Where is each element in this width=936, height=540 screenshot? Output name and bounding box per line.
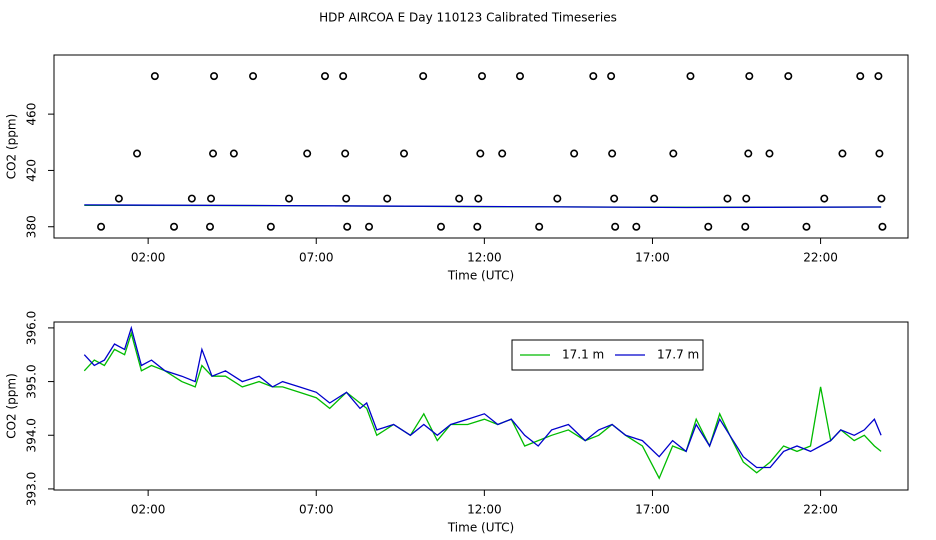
scatter-point	[249, 72, 258, 81]
scatter-point	[187, 194, 196, 203]
scatter-point	[723, 194, 732, 203]
scatter-point	[607, 72, 616, 81]
x-tick-label: 12:00	[467, 251, 502, 265]
scatter-point	[303, 149, 312, 158]
scatter-point	[400, 149, 409, 158]
scatter-point	[339, 72, 348, 81]
y-tick-label: 380	[25, 215, 39, 238]
plot-frame	[53, 321, 909, 491]
scatter-point	[611, 222, 620, 231]
scatter-point	[206, 222, 215, 231]
scatter-point	[632, 222, 641, 231]
legend-box	[511, 339, 704, 371]
x-tick-label: 22:00	[803, 251, 838, 265]
scatter-point	[498, 149, 507, 158]
x-tick-label: 07:00	[299, 503, 334, 517]
scatter-point	[229, 149, 238, 158]
scatter-point	[97, 222, 106, 231]
x-tick-label: 02:00	[131, 503, 166, 517]
scatter-point	[455, 194, 464, 203]
scatter-point	[474, 194, 483, 203]
scatter-point	[877, 194, 886, 203]
scatter-point	[589, 72, 598, 81]
y-tick-label: 395.0	[25, 364, 39, 398]
scatter-point	[874, 72, 883, 81]
y-tick-label: 394.0	[25, 418, 39, 452]
scatter-point	[802, 222, 811, 231]
y-tick-label: 393.0	[25, 472, 39, 506]
scatter-point	[207, 194, 216, 203]
scatter-point	[553, 194, 562, 203]
scatter-point	[765, 149, 774, 158]
x-tick-label: 07:00	[299, 251, 334, 265]
scatter-point	[343, 222, 352, 231]
x-tick-label: 17:00	[635, 251, 670, 265]
scatter-point	[365, 222, 374, 231]
scatter-point	[669, 149, 678, 158]
y-axis-title: CO2 (ppm)	[5, 114, 19, 180]
scatter-point	[744, 149, 753, 158]
x-tick-label: 02:00	[131, 251, 166, 265]
scatter-point	[419, 72, 428, 81]
y-axis-title: CO2 (ppm)	[5, 373, 19, 439]
scatter-point	[383, 194, 392, 203]
scatter-point	[784, 72, 793, 81]
scatter-point	[436, 222, 445, 231]
scatter-point	[170, 222, 179, 231]
scatter-point	[210, 72, 219, 81]
scatter-point	[516, 72, 525, 81]
scatter-point	[342, 194, 351, 203]
scatter-point	[610, 194, 619, 203]
x-tick-label: 22:00	[803, 503, 838, 517]
scatter-point	[878, 222, 887, 231]
scatter-point	[875, 149, 884, 158]
scatter-point	[114, 194, 123, 203]
legend-label: 17.7 m	[657, 348, 699, 362]
y-tick-label: 420	[25, 159, 39, 182]
series-line	[83, 330, 882, 480]
scatter-point	[266, 222, 275, 231]
scatter-point	[704, 222, 713, 231]
scatter-point	[473, 222, 482, 231]
scatter-point	[608, 149, 617, 158]
scatter-point	[741, 222, 750, 231]
scatter-point	[686, 72, 695, 81]
series-line	[83, 325, 882, 469]
scatter-point	[320, 72, 329, 81]
y-tick-label: 396.0	[25, 311, 39, 345]
scatter-point	[341, 149, 350, 158]
scatter-point	[570, 149, 579, 158]
scatter-point	[133, 149, 142, 158]
scatter-point	[856, 72, 865, 81]
scatter-point	[150, 72, 159, 81]
x-tick-label: 17:00	[635, 503, 670, 517]
scatter-point	[742, 194, 751, 203]
series-line	[84, 204, 882, 209]
scatter-point	[535, 222, 544, 231]
scatter-point	[478, 72, 487, 81]
x-axis-title: Time (UTC)	[447, 521, 514, 535]
scatter-point	[745, 72, 754, 81]
scatter-point	[476, 149, 485, 158]
scatter-point	[838, 149, 847, 158]
x-tick-label: 12:00	[467, 503, 502, 517]
plot-frame	[53, 54, 909, 239]
x-axis-title: Time (UTC)	[447, 269, 514, 283]
legend-label: 17.1 m	[562, 348, 604, 362]
scatter-point	[209, 149, 218, 158]
y-tick-label: 460	[25, 103, 39, 126]
scatter-point	[285, 194, 294, 203]
scatter-point	[820, 194, 829, 203]
scatter-point	[650, 194, 659, 203]
chart-title: HDP AIRCOA E Day 110123 Calibrated Times…	[319, 11, 617, 25]
